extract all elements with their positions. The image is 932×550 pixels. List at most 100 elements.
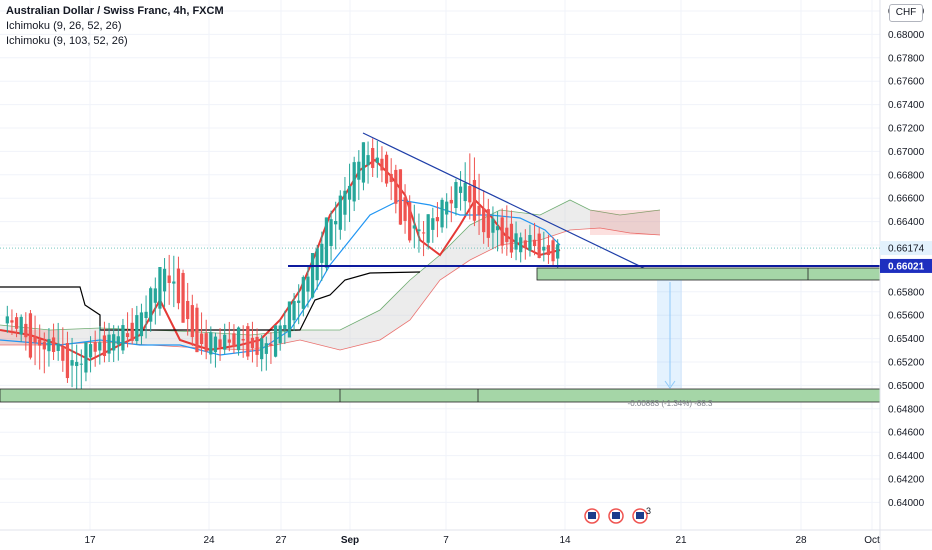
candle-body bbox=[292, 301, 296, 321]
candle-body bbox=[125, 333, 130, 338]
candle-body bbox=[417, 229, 421, 232]
price-tick-label: 0.67200 bbox=[888, 124, 925, 135]
candle-body bbox=[273, 325, 278, 357]
candlestick-series bbox=[5, 138, 560, 391]
candle-body bbox=[269, 343, 273, 346]
support-price-label: 0.66021 bbox=[888, 261, 925, 272]
candle-body bbox=[172, 281, 176, 284]
candle-body bbox=[181, 272, 185, 323]
tenkan-line bbox=[0, 158, 561, 362]
candle-body bbox=[241, 339, 245, 341]
candle-body bbox=[329, 219, 333, 247]
candle-body bbox=[278, 325, 282, 344]
candle-body bbox=[472, 179, 477, 221]
drawing-annotations[interactable]: -0.00883 (-1.34%) -88.3 bbox=[0, 132, 881, 408]
candle-body bbox=[162, 268, 167, 292]
kijun-long-line bbox=[0, 271, 421, 331]
time-axis[interactable]: 17 24 27 Sep 7 14 21 28 Oct bbox=[0, 529, 932, 546]
candle-body bbox=[357, 161, 361, 180]
candle-body bbox=[102, 335, 107, 357]
candle-body bbox=[236, 327, 241, 351]
price-tick-label: 0.66400 bbox=[888, 217, 925, 228]
candle-body bbox=[523, 240, 527, 248]
candle-body bbox=[537, 233, 541, 258]
time-tick-label: 7 bbox=[443, 535, 449, 546]
candle-body bbox=[454, 182, 458, 209]
candle-body bbox=[88, 344, 93, 358]
candle-body bbox=[223, 334, 227, 350]
price-tick-label: 0.65800 bbox=[888, 287, 925, 298]
candle-body bbox=[209, 332, 213, 355]
candle-body bbox=[130, 322, 134, 341]
price-tick-label: 0.64600 bbox=[888, 428, 925, 439]
time-tick-label: 21 bbox=[675, 535, 687, 546]
currency-button[interactable]: CHF bbox=[889, 4, 923, 22]
candle-body bbox=[551, 240, 555, 262]
last-price-label: 0.66174 bbox=[888, 244, 925, 255]
time-tick-label: 27 bbox=[275, 535, 287, 546]
candle-body bbox=[227, 339, 231, 343]
candle-body bbox=[384, 154, 389, 184]
target-zone bbox=[0, 388, 881, 403]
candle-body bbox=[542, 246, 546, 251]
flag-inner bbox=[588, 512, 596, 519]
candle-body bbox=[347, 185, 352, 200]
candle-body bbox=[56, 343, 60, 351]
cloud-fill bbox=[0, 200, 660, 350]
candle-body bbox=[135, 315, 139, 342]
indicator-legend-2[interactable]: Ichimoku (9, 103, 52, 26) bbox=[6, 35, 128, 47]
candle-body bbox=[532, 239, 537, 247]
candle-body bbox=[167, 275, 171, 283]
price-tick-label: 0.67800 bbox=[888, 53, 925, 64]
candle-body bbox=[107, 334, 111, 354]
indicator-legend-1[interactable]: Ichimoku (9, 26, 52, 26) bbox=[6, 20, 122, 32]
candle-body bbox=[283, 325, 287, 330]
price-tick-label: 0.68000 bbox=[888, 30, 925, 41]
candle-body bbox=[458, 186, 463, 193]
candle-body bbox=[445, 201, 449, 215]
candle-body bbox=[10, 320, 14, 323]
candle-body bbox=[260, 338, 264, 360]
price-tick-label: 0.66600 bbox=[888, 194, 925, 205]
candle-body bbox=[84, 342, 88, 373]
candle-body bbox=[158, 267, 162, 309]
candle-body bbox=[47, 339, 51, 352]
candle-body bbox=[176, 268, 181, 304]
candle-body bbox=[301, 277, 305, 309]
candle-body bbox=[343, 190, 347, 215]
symbol-title[interactable]: Australian Dollar / Swiss Franc, 4h, FXC… bbox=[6, 5, 224, 17]
price-tick-label: 0.67400 bbox=[888, 100, 925, 111]
candle-body bbox=[93, 342, 97, 352]
chart-legend: Australian Dollar / Swiss Franc, 4h, FXC… bbox=[6, 4, 224, 49]
price-tick-label: 0.67000 bbox=[888, 147, 925, 158]
candle-body bbox=[28, 313, 33, 358]
candle-body bbox=[431, 218, 435, 230]
support-zone bbox=[536, 267, 881, 281]
candle-body bbox=[246, 326, 250, 357]
candle-body bbox=[352, 162, 356, 202]
candle-body bbox=[491, 218, 495, 233]
candle-body bbox=[334, 220, 338, 225]
candle-body bbox=[213, 336, 218, 353]
event-markers[interactable]: 3 bbox=[584, 506, 651, 524]
candle-body bbox=[519, 237, 523, 253]
time-tick-label: 17 bbox=[84, 535, 96, 546]
candle-body bbox=[19, 316, 23, 335]
candle-body bbox=[153, 288, 157, 303]
candle-body bbox=[514, 233, 518, 250]
candle-body bbox=[440, 199, 444, 228]
descending-trendline bbox=[362, 132, 653, 273]
candle-body bbox=[75, 361, 79, 367]
event-count-badge: 3 bbox=[646, 506, 651, 516]
price-tick-label: 0.65600 bbox=[888, 311, 925, 322]
candle-body bbox=[232, 333, 236, 347]
last-price-box bbox=[880, 241, 932, 256]
candle-body bbox=[556, 244, 560, 259]
candle-body bbox=[500, 217, 504, 246]
price-tick-label: 0.65400 bbox=[888, 334, 925, 345]
candle-body bbox=[70, 360, 74, 366]
candle-body bbox=[38, 339, 42, 346]
time-tick-label: 28 bbox=[795, 535, 807, 546]
